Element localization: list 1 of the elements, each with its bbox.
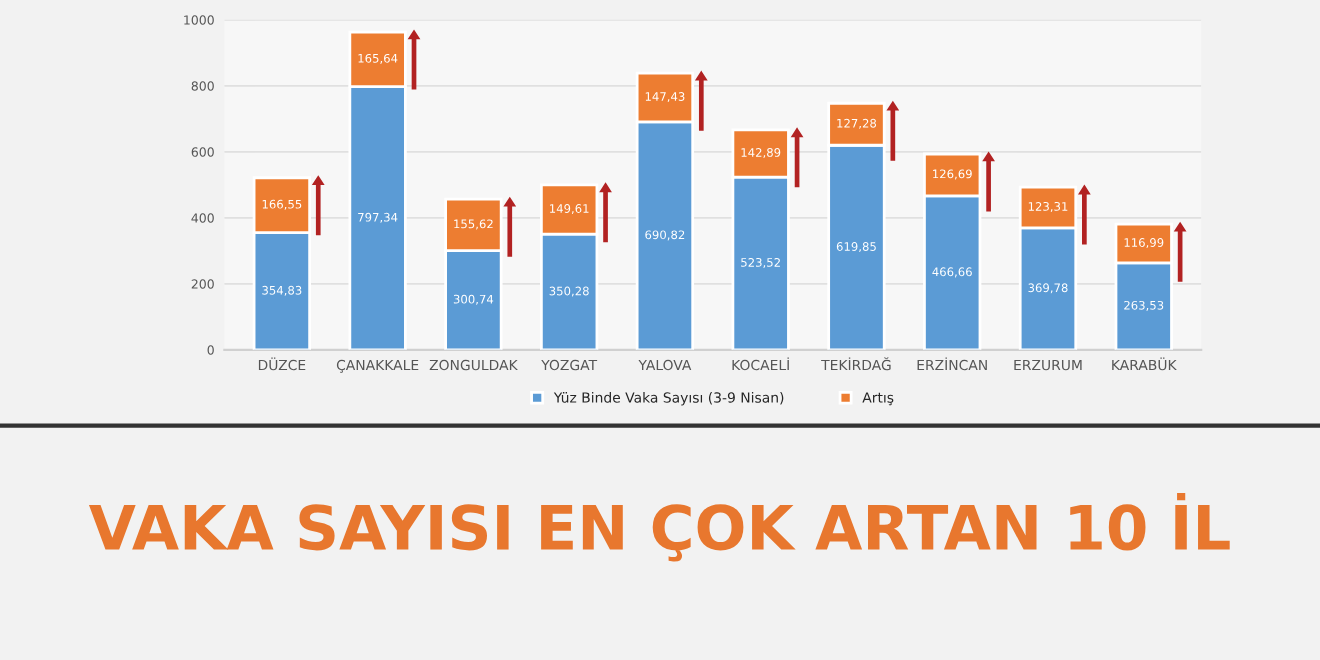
text: VAKA SAYISI EN ÇOK ARTAN 10 İL	[88, 493, 1230, 562]
